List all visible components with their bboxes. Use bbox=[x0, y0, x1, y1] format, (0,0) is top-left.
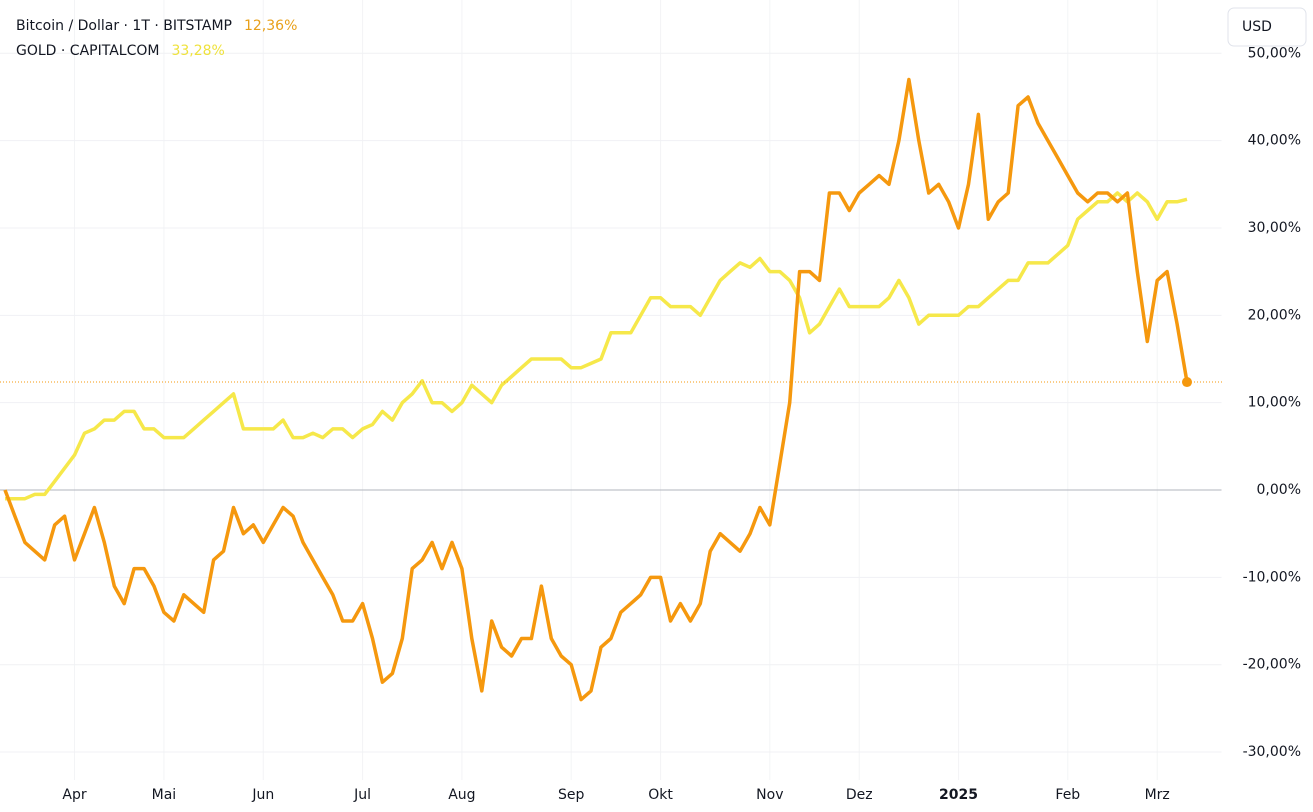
x-tick-label: Jul bbox=[353, 787, 371, 803]
currency-button[interactable] bbox=[1227, 7, 1307, 47]
legend-name: Bitcoin / Dollar · 1T · BITSTAMP bbox=[16, 18, 232, 34]
x-tick-label: Okt bbox=[648, 787, 673, 803]
y-tick-label: 40,00% bbox=[1248, 133, 1301, 149]
x-tick-label: Feb bbox=[1055, 787, 1080, 803]
x-tick-label: Apr bbox=[62, 787, 86, 803]
x-tick-label: Dez bbox=[846, 787, 873, 803]
x-tick-label: Nov bbox=[756, 787, 783, 803]
x-tick-label: Sep bbox=[558, 787, 585, 803]
y-tick-label: -30,00% bbox=[1243, 744, 1301, 760]
y-tick-label: 50,00% bbox=[1248, 45, 1301, 61]
series-line bbox=[3, 77, 1189, 702]
legend-value: 33,28% bbox=[171, 43, 224, 59]
plot bbox=[0, 0, 1222, 780]
x-tick-label: Jun bbox=[251, 787, 274, 803]
x-tick-label: Aug bbox=[448, 787, 475, 803]
y-tick-label: -10,00% bbox=[1243, 569, 1301, 585]
y-tick-label: -20,00% bbox=[1243, 657, 1301, 673]
y-tick-label: 10,00% bbox=[1248, 395, 1301, 411]
y-tick-label: 20,00% bbox=[1248, 307, 1301, 323]
x-tick-label: Mai bbox=[152, 787, 177, 803]
currency-label[interactable]: USD bbox=[1242, 19, 1272, 35]
series-line bbox=[5, 191, 1188, 501]
legend-name: GOLD · CAPITALCOM bbox=[16, 43, 159, 59]
last-value-dot bbox=[1182, 377, 1192, 388]
y-tick-label: 0,00% bbox=[1257, 482, 1301, 498]
y-tick-label: 30,00% bbox=[1248, 220, 1301, 236]
legend-value: 12,36% bbox=[244, 18, 297, 34]
x-tick-label: 2025 bbox=[939, 787, 978, 803]
x-tick-label: Mrz bbox=[1145, 787, 1170, 803]
